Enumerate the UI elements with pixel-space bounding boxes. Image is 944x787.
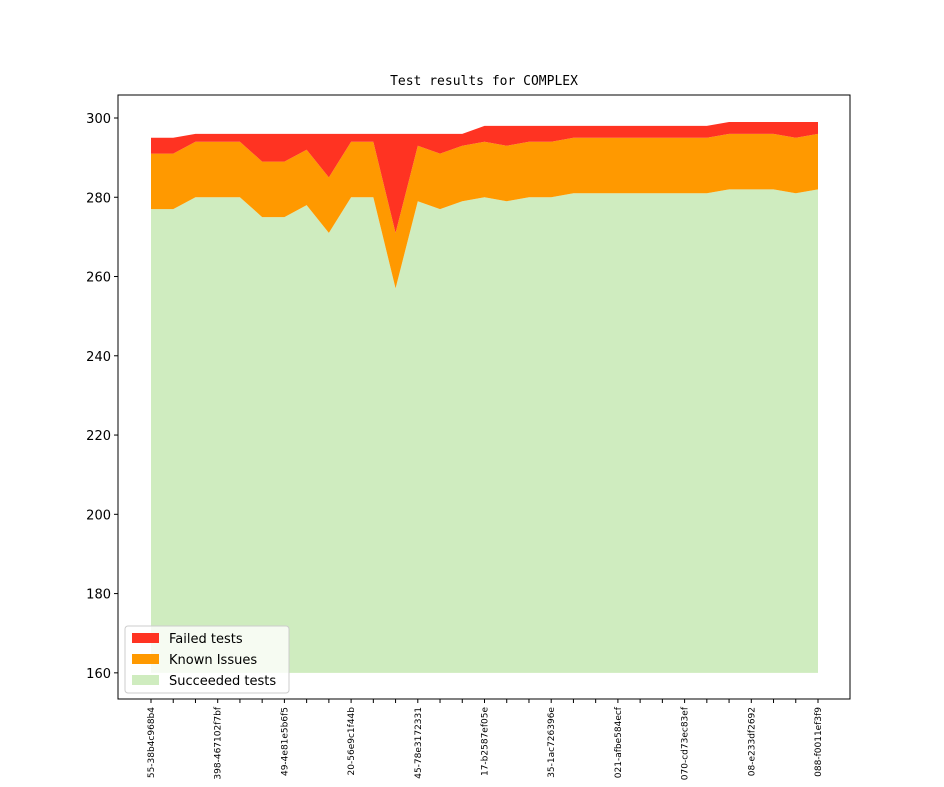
x-tick-label: 49-4e81e5b6f5 bbox=[280, 707, 290, 776]
legend-label: Known Issues bbox=[169, 653, 257, 668]
area bbox=[151, 133, 818, 289]
y-tick-label: 280 bbox=[86, 191, 111, 206]
x-tick-label: 08-e233df2692 bbox=[747, 707, 757, 776]
x-tick-label: 45-78e3172331 bbox=[414, 707, 424, 779]
x-tick-label: 021-afbe584ecf bbox=[614, 706, 624, 778]
area bbox=[151, 189, 818, 673]
y-tick-label: 220 bbox=[86, 429, 111, 444]
x-tick-label: 55-38b4c968b4 bbox=[147, 707, 157, 778]
chart-title: Test results for COMPLEX bbox=[390, 74, 578, 89]
y-tick-label: 160 bbox=[86, 667, 111, 682]
y-tick-label: 260 bbox=[86, 271, 111, 286]
legend-swatch bbox=[132, 654, 159, 664]
y-tick-label: 240 bbox=[86, 350, 111, 365]
x-tick-label: 17-b2587ef05e bbox=[481, 707, 491, 776]
x-tick-label: 070-cd73ec83ef bbox=[681, 706, 691, 780]
legend-swatch bbox=[132, 675, 159, 685]
y-tick-label: 200 bbox=[86, 508, 111, 523]
legend-swatch bbox=[132, 633, 159, 643]
y-tick-label: 300 bbox=[86, 112, 111, 127]
x-tick-label: 20-56e9c1f44b bbox=[347, 707, 357, 776]
legend-label: Succeeded tests bbox=[169, 674, 276, 689]
x-tick-label: 088-f0011ef3f9 bbox=[814, 707, 824, 777]
y-tick-label: 180 bbox=[86, 588, 111, 603]
x-tick-label: 398-467102f7bf bbox=[214, 706, 224, 779]
area bbox=[151, 121, 818, 233]
x-tick-label: 35-1ac726396e bbox=[547, 707, 557, 778]
legend-box bbox=[124, 625, 290, 694]
legend-label: Failed tests bbox=[169, 632, 243, 647]
